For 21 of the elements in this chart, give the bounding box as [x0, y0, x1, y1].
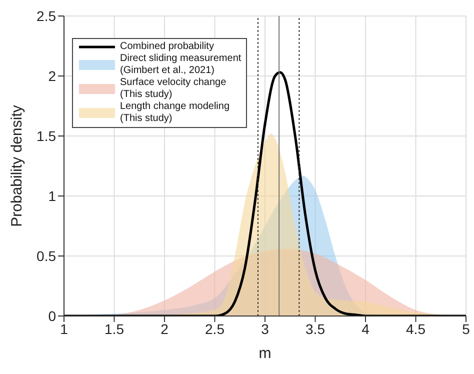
- y-axis-title: Probability density: [8, 104, 26, 227]
- x-tick-label: 4: [362, 320, 370, 337]
- legend-label: Surface velocity change (This study): [120, 77, 226, 101]
- legend-label: Length change modeling (This study): [120, 101, 230, 125]
- legend-label: Direct sliding measurement (Gimbert et al., 2021): [120, 53, 242, 77]
- y-tick-label: 0: [48, 308, 56, 324]
- x-tick-label: 2.5: [205, 320, 225, 337]
- y-tick-label: 1: [48, 188, 56, 204]
- y-tick-label: 0.5: [36, 248, 56, 264]
- x-tick-label: 5: [462, 320, 470, 337]
- x-tick-label: 3: [261, 320, 270, 337]
- x-tick-label: 3.5: [306, 320, 326, 337]
- x-axis-title: m: [258, 345, 272, 362]
- x-tick-label: 2: [160, 320, 169, 337]
- x-tick-label: 1: [60, 320, 68, 337]
- y-tick-label: 2: [48, 68, 56, 84]
- x-tick-label: 1.5: [104, 320, 124, 337]
- legend-label: Combined probability: [120, 41, 214, 53]
- y-tick-label: 2.5: [36, 8, 56, 24]
- x-tick-label: 4.5: [406, 320, 426, 337]
- y-tick-label: 1.5: [36, 128, 56, 144]
